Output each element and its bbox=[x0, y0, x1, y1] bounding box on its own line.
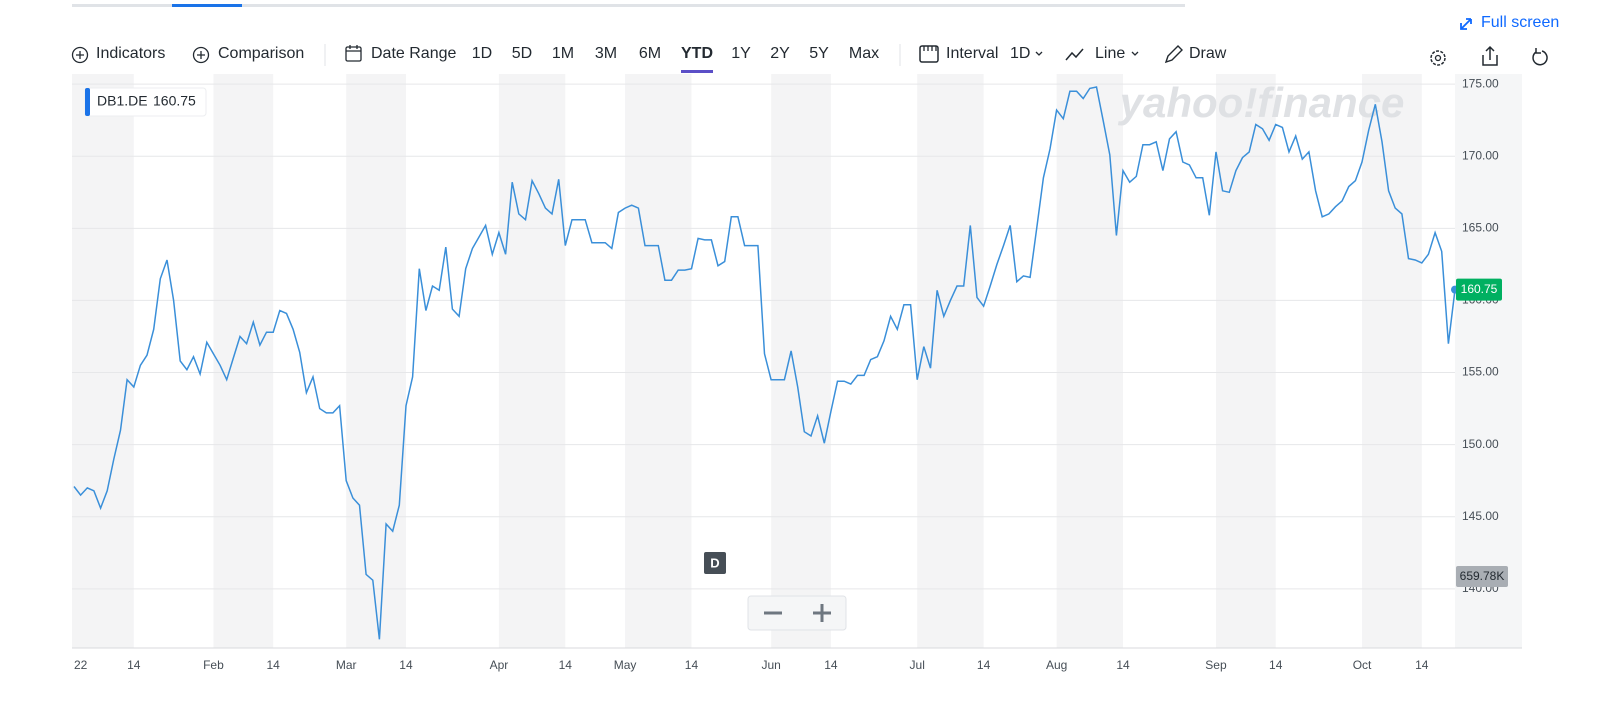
legend-swatch bbox=[85, 88, 90, 116]
y-tick-label: 155.00 bbox=[1462, 365, 1499, 379]
period-band bbox=[1056, 74, 1124, 648]
x-tick-label: 14 bbox=[1269, 658, 1283, 672]
x-tick-label: 14 bbox=[1116, 658, 1130, 672]
x-tick-label: Oct bbox=[1353, 658, 1372, 672]
event-marker-label: D bbox=[710, 555, 719, 570]
interval-label: Interval bbox=[946, 45, 998, 62]
watermark: yahoo!finance bbox=[1118, 79, 1405, 126]
event-marker bbox=[704, 552, 726, 574]
range-button[interactable]: YTD bbox=[681, 45, 713, 73]
period-band bbox=[917, 74, 984, 648]
period-band bbox=[1362, 74, 1422, 648]
range-label: YTD bbox=[681, 45, 713, 62]
x-tick-label: Mar bbox=[336, 658, 357, 672]
draw-button[interactable]: Draw bbox=[1164, 45, 1227, 64]
full-screen-button[interactable]: Full screen bbox=[1460, 14, 1559, 31]
last-price-tag bbox=[1456, 278, 1502, 301]
range-button[interactable]: 1Y bbox=[731, 45, 751, 62]
x-tick-label: 14 bbox=[977, 658, 991, 672]
range-label: 1Y bbox=[731, 45, 751, 62]
progress-track bbox=[72, 4, 1185, 7]
range-label: 1D bbox=[472, 45, 492, 62]
range-label: 6M bbox=[639, 45, 661, 62]
price-axis-background bbox=[1455, 74, 1522, 648]
chart-style-label: Line bbox=[1095, 45, 1125, 62]
range-button[interactable]: 5Y bbox=[809, 45, 829, 62]
volume-tag bbox=[1456, 566, 1508, 587]
x-tick-label: 14 bbox=[824, 658, 838, 672]
range-label: 3M bbox=[595, 45, 617, 62]
range-label: Max bbox=[849, 45, 879, 62]
period-band bbox=[213, 74, 274, 648]
x-tick-label: Jun bbox=[761, 658, 780, 672]
legend-value: 160.75 bbox=[153, 93, 196, 109]
x-tick-label: May bbox=[614, 658, 637, 672]
x-tick-label: 14 bbox=[559, 658, 573, 672]
range-label: 2Y bbox=[770, 45, 790, 62]
date-range-button[interactable]: Date Range bbox=[345, 45, 456, 62]
x-tick-label: Sep bbox=[1205, 658, 1227, 672]
period-band bbox=[346, 74, 406, 648]
draw-label: Draw bbox=[1189, 45, 1227, 62]
y-tick-label: 170.00 bbox=[1462, 148, 1499, 162]
comparison-button[interactable]: Comparison bbox=[192, 45, 305, 64]
zoom-in-button[interactable] bbox=[813, 604, 831, 622]
volume-label: 659.78K bbox=[1460, 569, 1505, 583]
y-tick-label: 150.00 bbox=[1462, 437, 1499, 451]
x-tick-label: 14 bbox=[127, 658, 141, 672]
price-line bbox=[73, 86, 1456, 640]
interval-value: 1D bbox=[1010, 45, 1030, 62]
x-tick-label: 14 bbox=[1415, 658, 1429, 672]
range-button[interactable]: 1M bbox=[552, 45, 574, 62]
comparison-label: Comparison bbox=[218, 45, 304, 62]
last-price-label: 160.75 bbox=[1461, 282, 1498, 296]
settings-button[interactable] bbox=[1430, 50, 1446, 66]
x-tick-label: Feb bbox=[203, 658, 224, 672]
x-tick-label: 14 bbox=[399, 658, 413, 672]
range-button[interactable]: 6M bbox=[639, 45, 661, 62]
share-button[interactable] bbox=[1482, 45, 1498, 66]
range-button[interactable]: Max bbox=[849, 45, 879, 62]
progress-indicator bbox=[172, 4, 242, 7]
range-label: 5Y bbox=[809, 45, 829, 62]
period-band bbox=[72, 74, 134, 648]
period-band bbox=[771, 74, 831, 648]
range-button[interactable]: 1D bbox=[472, 45, 492, 62]
range-label: 1M bbox=[552, 45, 574, 62]
period-band bbox=[1215, 74, 1276, 648]
y-tick-label: 175.00 bbox=[1462, 76, 1499, 90]
interval-button[interactable]: Interval 1D bbox=[919, 45, 1043, 63]
x-tick-label: 14 bbox=[685, 658, 699, 672]
range-button[interactable]: 5D bbox=[512, 45, 532, 62]
indicators-button[interactable]: Indicators bbox=[71, 45, 166, 64]
period-band bbox=[625, 74, 692, 648]
chart-style-button[interactable]: Line bbox=[1065, 45, 1139, 62]
x-tick-label: Jul bbox=[910, 658, 925, 672]
y-tick-label: 165.00 bbox=[1462, 220, 1499, 234]
x-tick-label: 14 bbox=[267, 658, 281, 672]
full-screen-label: Full screen bbox=[1481, 14, 1559, 31]
zoom-controls[interactable] bbox=[747, 595, 847, 631]
y-tick-label: 145.00 bbox=[1462, 509, 1499, 523]
legend-name: DB1.DE bbox=[97, 93, 148, 109]
x-tick-label: 22 bbox=[74, 658, 88, 672]
range-button[interactable]: 3M bbox=[595, 45, 617, 62]
date-range-label: Date Range bbox=[371, 45, 456, 62]
range-button[interactable]: 2Y bbox=[770, 45, 790, 62]
active-range-underline bbox=[681, 70, 713, 73]
reset-button[interactable] bbox=[1532, 48, 1548, 66]
range-label: 5D bbox=[512, 45, 532, 62]
indicators-label: Indicators bbox=[96, 45, 165, 62]
zoom-panel bbox=[747, 595, 847, 631]
x-tick-label: Aug bbox=[1046, 658, 1067, 672]
chart: 140.00145.00150.00155.00160.00165.00170.… bbox=[72, 74, 1522, 672]
x-tick-label: Apr bbox=[490, 658, 509, 672]
period-band bbox=[498, 74, 566, 648]
